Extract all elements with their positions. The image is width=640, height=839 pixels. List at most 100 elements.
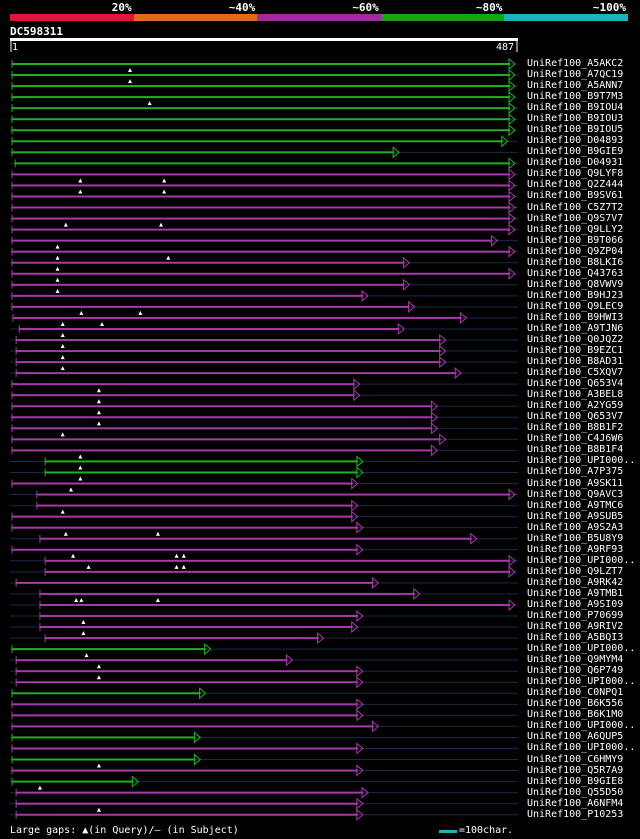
hit-bar[interactable] (12, 184, 510, 187)
hit-bar[interactable] (12, 383, 355, 386)
hit-bar[interactable] (16, 681, 358, 684)
hit-bar[interactable] (16, 361, 441, 364)
hit-bar[interactable] (12, 438, 441, 441)
hit-label[interactable]: UniRef100_B9IOU3 (527, 113, 624, 125)
hit-label[interactable]: UniRef100_Q9AVC3 (527, 488, 624, 500)
hit-bar[interactable] (12, 129, 510, 132)
hit-bar[interactable] (12, 85, 510, 88)
hit-label[interactable]: UniRef100_C6HMY9 (527, 753, 624, 765)
hit-label[interactable]: UniRef100_Q5R7A9 (527, 764, 624, 776)
hit-bar[interactable] (12, 63, 510, 65)
hit-label[interactable]: UniRef100_D04893 (527, 135, 624, 147)
hit-label[interactable]: UniRef100_A9SUB5 (527, 510, 624, 522)
hit-label[interactable]: UniRef100_B8LKI6 (527, 256, 624, 268)
hit-label[interactable]: UniRef100_C5Z7T2 (527, 201, 624, 213)
hit-bar[interactable] (39, 603, 510, 606)
hit-label[interactable]: UniRef100_A7P375 (527, 466, 624, 478)
hit-label[interactable]: UniRef100_A9RIV2 (527, 621, 624, 633)
hit-bar[interactable] (12, 758, 196, 761)
hit-bar[interactable] (16, 791, 364, 794)
hit-bar[interactable] (12, 526, 358, 529)
hit-bar[interactable] (12, 648, 206, 651)
hit-bar[interactable] (12, 107, 510, 110)
hit-bar[interactable] (45, 471, 358, 474)
hit-label[interactable]: UniRef100_B9T066 (527, 234, 624, 246)
hit-bar[interactable] (12, 228, 510, 231)
hit-label[interactable]: UniRef100_A5AKC2 (527, 58, 624, 69)
hit-bar[interactable] (12, 294, 364, 297)
hit-label[interactable]: UniRef100_Q55D50 (527, 786, 624, 798)
hit-label[interactable]: UniRef100_Q9ZP04 (527, 245, 624, 257)
hit-bar[interactable] (39, 592, 415, 595)
hit-bar[interactable] (39, 615, 358, 617)
hit-label[interactable]: UniRef100_A9TMB1 (527, 587, 624, 599)
hit-label[interactable]: UniRef100_C4J6W6 (527, 433, 624, 445)
hit-bar[interactable] (12, 151, 395, 154)
hit-label[interactable]: UniRef100_B9GIE8 (527, 775, 624, 787)
hit-label[interactable]: UniRef100_UPI000.. (527, 455, 636, 467)
hit-bar[interactable] (12, 206, 510, 209)
hit-label[interactable]: UniRef100_B9EZC1 (527, 345, 624, 357)
hit-label[interactable]: UniRef100_B9SV61 (527, 190, 624, 202)
hit-bar[interactable] (12, 140, 503, 143)
hit-label[interactable]: UniRef100_C5XQV7 (527, 367, 624, 379)
hit-bar[interactable] (45, 559, 510, 562)
hit-bar[interactable] (12, 173, 510, 176)
hit-label[interactable]: UniRef100_B9IOU4 (527, 102, 624, 114)
hit-label[interactable]: UniRef100_A2YG59 (527, 400, 624, 412)
hit-bar[interactable] (45, 460, 358, 463)
hit-label[interactable]: UniRef100_Q653V7 (527, 411, 624, 423)
hit-label[interactable]: UniRef100_A5ANN7 (527, 80, 624, 92)
hit-label[interactable]: UniRef100_B9GIE9 (527, 146, 624, 158)
hit-bar[interactable] (12, 261, 405, 264)
hit-label[interactable]: UniRef100_A3BEL8 (527, 389, 624, 401)
hit-bar[interactable] (16, 670, 358, 673)
hit-label[interactable]: UniRef100_B8B1F2 (527, 422, 624, 434)
hit-label[interactable]: UniRef100_Q9S7V7 (527, 212, 624, 224)
hit-label[interactable]: UniRef100_Q9MYM4 (527, 654, 624, 666)
hit-bar[interactable] (12, 217, 510, 220)
hit-label[interactable]: UniRef100_Q6P749 (527, 665, 624, 677)
hit-label[interactable]: UniRef100_D04931 (527, 157, 624, 169)
hit-label[interactable]: UniRef100_A6NFM4 (527, 797, 624, 809)
hit-bar[interactable] (12, 250, 510, 253)
hit-bar[interactable] (12, 747, 358, 750)
hit-bar[interactable] (16, 581, 374, 584)
hit-bar[interactable] (15, 162, 510, 165)
hit-label[interactable]: UniRef100_B9HWI3 (527, 311, 624, 323)
hit-label[interactable]: UniRef100_B8AD31 (527, 356, 624, 368)
hit-label[interactable]: UniRef100_A9RF93 (527, 543, 624, 555)
hit-bar[interactable] (12, 703, 358, 706)
hit-label[interactable]: UniRef100_P10253 (527, 808, 624, 820)
hit-bar[interactable] (16, 372, 457, 375)
hit-label[interactable]: UniRef100_B9HJ23 (527, 289, 624, 301)
hit-label[interactable]: UniRef100_B9IOU5 (527, 124, 624, 136)
hit-label[interactable]: UniRef100_A9TMC6 (527, 499, 624, 511)
hit-label[interactable]: UniRef100_Q653V4 (527, 378, 624, 390)
hit-bar[interactable] (45, 570, 510, 573)
hit-bar[interactable] (12, 239, 493, 242)
hit-label[interactable]: UniRef100_P70699 (527, 610, 624, 621)
hit-label[interactable]: UniRef100_B8B1F4 (527, 444, 624, 456)
hit-bar[interactable] (12, 692, 201, 695)
hit-label[interactable]: UniRef100_UPI000.. (527, 676, 636, 688)
hit-label[interactable]: UniRef100_B5U8Y9 (527, 532, 624, 544)
hit-bar[interactable] (12, 427, 433, 430)
hit-label[interactable]: UniRef100_Q9LZT7 (527, 565, 624, 577)
hit-bar[interactable] (16, 813, 358, 816)
hit-bar[interactable] (12, 482, 353, 485)
hit-label[interactable]: UniRef100_A9SK11 (527, 477, 624, 489)
hit-bar[interactable] (39, 537, 472, 540)
hit-bar[interactable] (12, 272, 510, 275)
hit-bar[interactable] (13, 316, 462, 319)
hit-bar[interactable] (12, 515, 353, 518)
hit-bar[interactable] (12, 118, 510, 121)
hit-label[interactable]: UniRef100_Q9LYF8 (527, 168, 624, 180)
hit-bar[interactable] (12, 736, 196, 739)
hit-bar[interactable] (12, 305, 410, 308)
hit-bar[interactable] (16, 339, 441, 341)
hit-bar[interactable] (12, 283, 405, 286)
hit-bar[interactable] (39, 626, 353, 629)
hit-bar[interactable] (12, 714, 358, 717)
hit-bar[interactable] (12, 195, 510, 198)
